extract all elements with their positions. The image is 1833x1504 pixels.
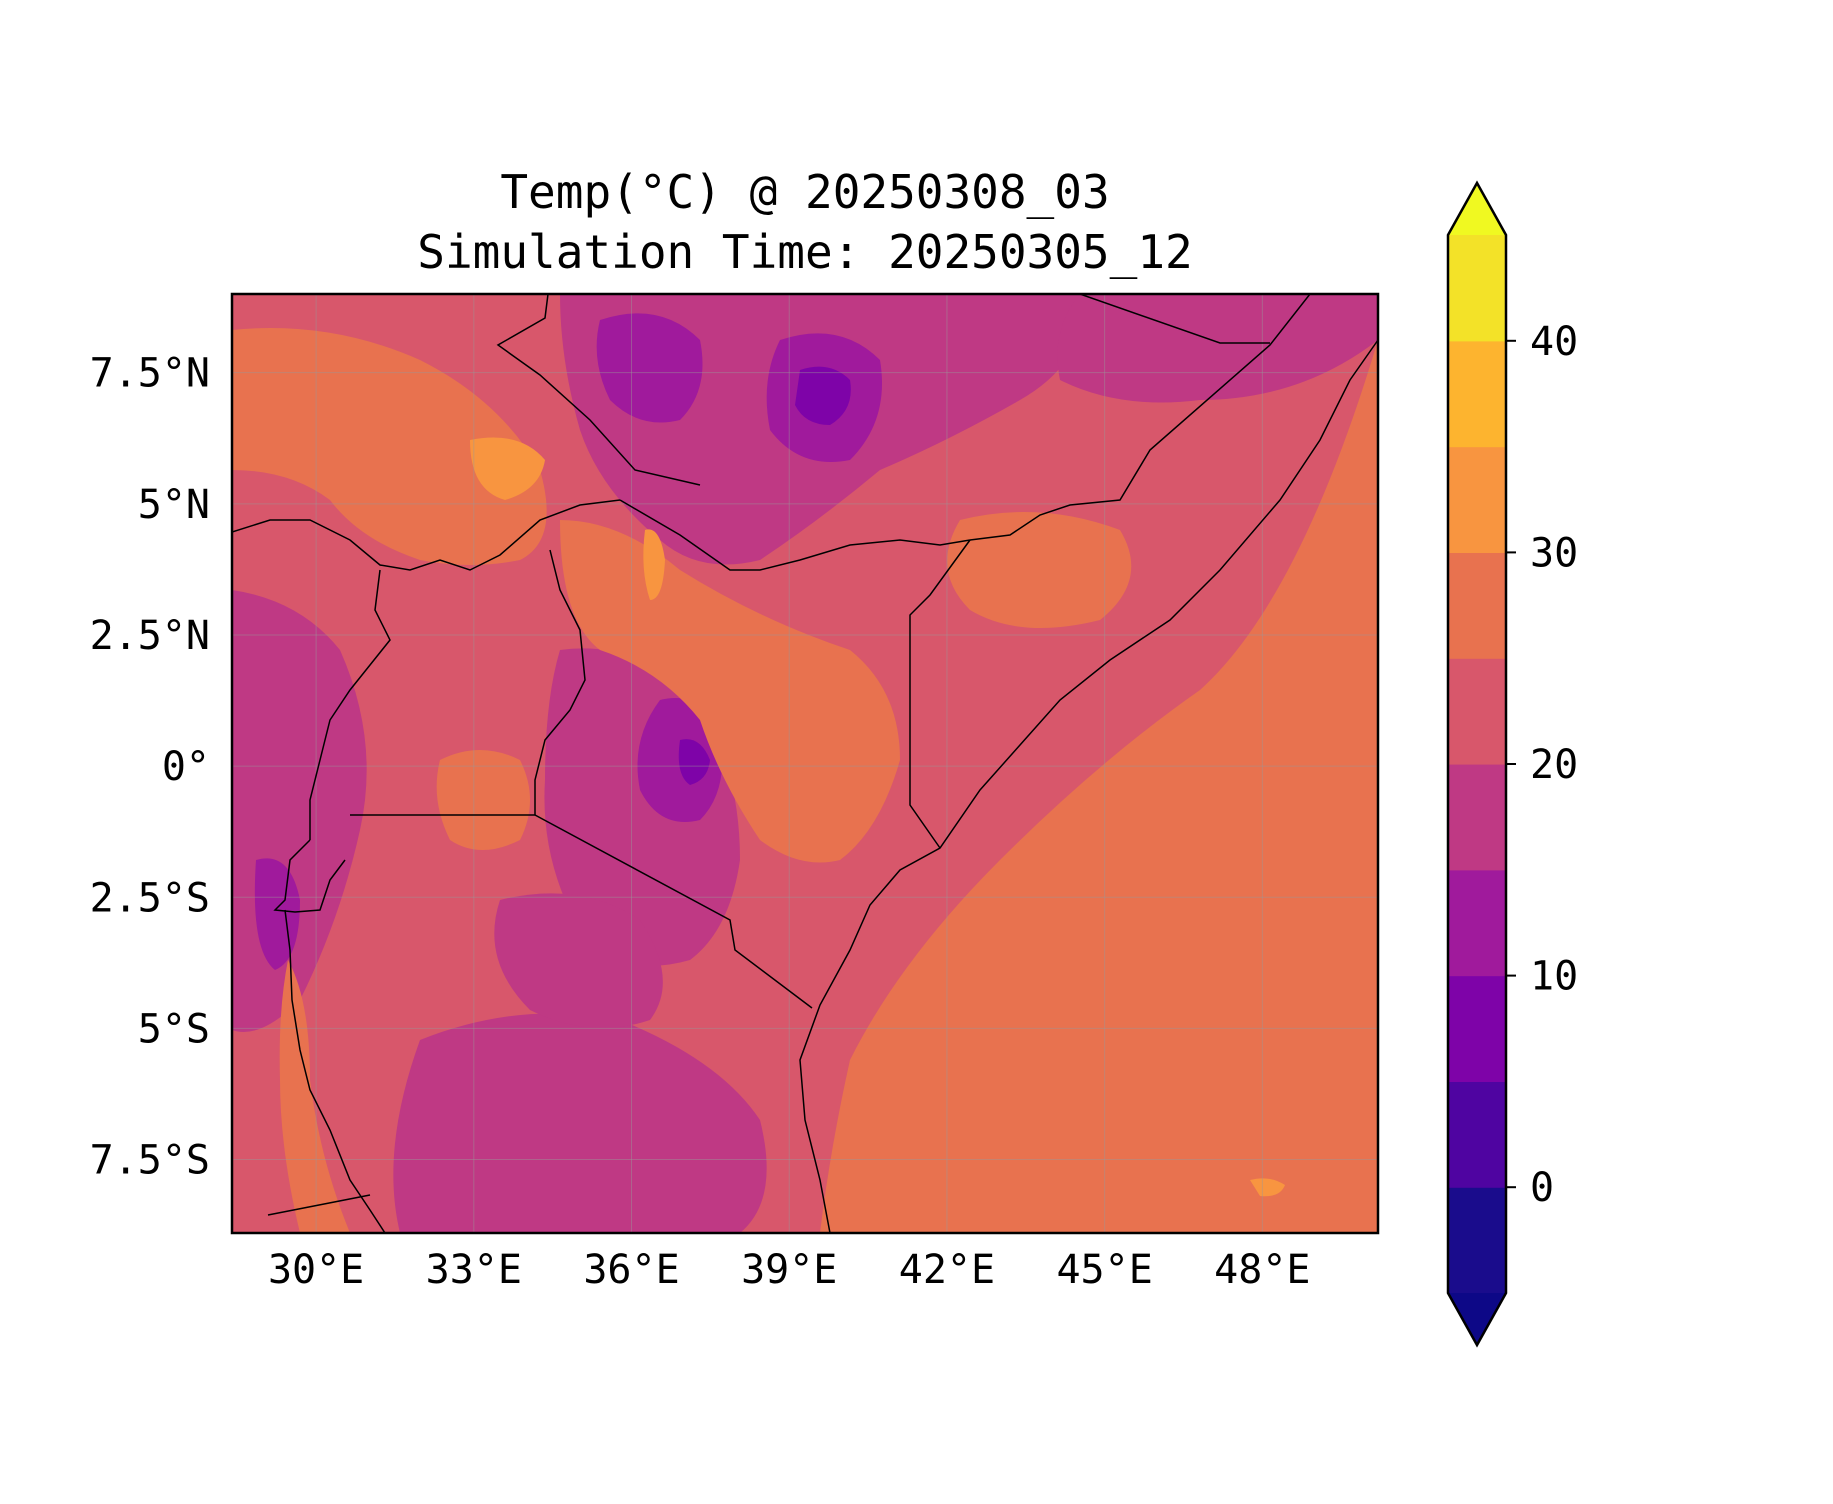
lon-tick-label: 45°E — [1056, 1247, 1152, 1293]
lon-tick-label: 36°E — [583, 1247, 679, 1293]
colorbar-segment — [1448, 552, 1506, 659]
border-ethiopia-north — [1079, 294, 1270, 344]
border-uganda-kenya — [534, 549, 586, 815]
colorbar-tick-label: 40 — [1530, 319, 1578, 365]
border-south-sudan-ethiopia — [496, 294, 701, 486]
map-frame — [230, 292, 1380, 1235]
colorbar-segment — [1448, 235, 1506, 342]
colorbar-tick-label: 20 — [1530, 742, 1578, 788]
colorbar-segment — [1448, 869, 1506, 977]
map-title-line1: Temp(°C) @ 20250308_03 — [500, 165, 1109, 219]
border-ethiopia-kenya — [619, 499, 971, 571]
coastline-somalia-kenya-tanzania — [799, 339, 1378, 1233]
colorbar-extend-min — [1448, 1293, 1506, 1345]
somalia-interior-warm-field — [947, 512, 1132, 628]
border-kenya-somalia — [909, 539, 971, 849]
lat-tick-label: 2.5°N — [90, 613, 210, 659]
bale-peak — [795, 366, 851, 425]
lon-tick-label: 30°E — [268, 1247, 364, 1293]
country-borders — [232, 294, 1378, 1233]
turkana-hot-spot — [643, 529, 665, 600]
colorbar-outline — [1446, 180, 1508, 1348]
border-uganda-drc — [309, 569, 391, 840]
border-kenya-tanzania — [534, 814, 813, 1009]
central-tanzania-field — [494, 893, 663, 1028]
south-sudan-warm-field — [232, 328, 547, 565]
border-tanzania-drc — [284, 909, 386, 1233]
somalia-coast-field — [820, 340, 1378, 1233]
lon-tick-label: 33°E — [426, 1247, 522, 1293]
longitude-ticks: 30°E 33°E 36°E 39°E 42°E 45°E 48°E — [268, 1247, 1311, 1293]
latitude-ticks: 7.5°N 5°N 2.5°N 0° 2.5°S 5°S 7.5°S — [90, 351, 210, 1184]
somalia-offshore-hot-spot — [1250, 1178, 1285, 1197]
colorbar-segment — [1448, 340, 1506, 448]
lat-tick-label: 2.5°S — [90, 875, 210, 921]
gridlines — [232, 294, 1378, 1233]
lake-victoria-warm-field — [436, 750, 530, 850]
mount-kenya-peak — [678, 739, 710, 785]
border-south-sudan-uganda — [232, 499, 621, 571]
colorbar-segment — [1448, 764, 1506, 871]
colorbar-segment — [1448, 1187, 1506, 1294]
border-ethiopia-somalia — [969, 294, 1311, 541]
border-tanzania-zambia — [267, 1194, 371, 1216]
ethiopia-cold-core — [596, 313, 703, 423]
colorbar-tick-label: 0 — [1530, 1165, 1554, 1211]
lat-tick-label: 5°S — [138, 1006, 210, 1052]
colorbar-tick-label: 30 — [1530, 530, 1578, 576]
map-area — [232, 294, 1378, 1233]
tanzania-plateau-field — [393, 1013, 767, 1233]
lon-tick-label: 39°E — [741, 1247, 837, 1293]
lon-tick-label: 48°E — [1214, 1247, 1310, 1293]
lon-tick-label: 42°E — [899, 1247, 995, 1293]
lat-tick-label: 5°N — [138, 482, 210, 528]
colorbar-segment — [1448, 1081, 1506, 1188]
colorbar-segment — [1448, 975, 1506, 1082]
map-title-line2: Simulation Time: 20250305_12 — [417, 225, 1192, 279]
south-sudan-hot-spot — [470, 437, 545, 500]
colorbar-extend-max — [1448, 183, 1506, 235]
lat-tick-label: 7.5°S — [90, 1138, 210, 1184]
lat-tick-label: 0° — [162, 744, 210, 790]
northeast-ethiopia-field — [1057, 294, 1378, 403]
colorbar-segment — [1448, 658, 1506, 765]
lat-tick-label: 7.5°N — [90, 351, 210, 397]
colorbar: 0 10 20 30 40 — [1446, 180, 1578, 1348]
turkana-warm-field — [560, 520, 900, 863]
colorbar-segment — [1448, 446, 1506, 553]
colorbar-tick-label: 10 — [1530, 954, 1578, 1000]
